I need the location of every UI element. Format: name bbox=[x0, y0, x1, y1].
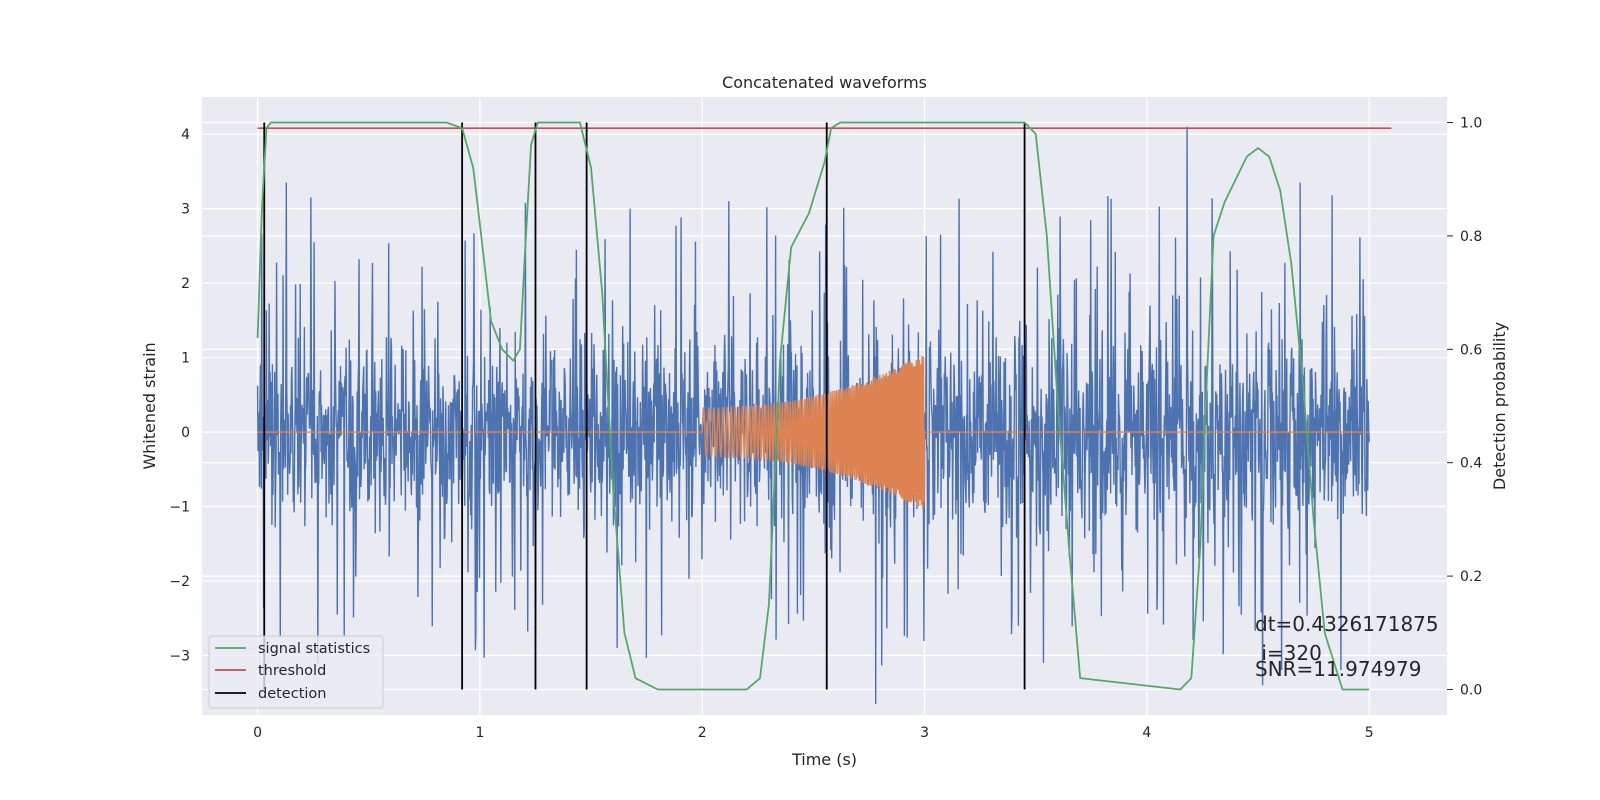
legend-label-threshold: threshold bbox=[258, 663, 326, 679]
x-tick-label: 4 bbox=[1142, 725, 1151, 741]
annotation-snr: SNR=11.974979 bbox=[1255, 657, 1421, 681]
y2-tick-label: 0.6 bbox=[1460, 342, 1482, 358]
legend-label-signal-statistics: signal statistics bbox=[258, 641, 370, 657]
signal-statistics-line bbox=[256, 121, 1370, 691]
y2-axis-label: Detection probability bbox=[1490, 322, 1509, 490]
y2-tick-label: 0.8 bbox=[1460, 229, 1482, 245]
line-layer bbox=[256, 121, 1392, 691]
y-tick-label: 3 bbox=[181, 202, 190, 218]
chart-title: Concatenated waveforms bbox=[722, 73, 927, 92]
y-tick-label: 2 bbox=[181, 276, 190, 292]
annotation-i: i=320 bbox=[1255, 641, 1322, 665]
legend: signal statistics threshold detection bbox=[208, 635, 384, 709]
y-tick-label: 1 bbox=[181, 351, 190, 367]
legend-box bbox=[208, 635, 384, 709]
y-tick-label: −3 bbox=[169, 648, 190, 664]
injected-waveform-line bbox=[257, 355, 1370, 510]
y2-tick-label: 0.4 bbox=[1460, 456, 1482, 472]
annotation-dt: dt=0.4326171875 bbox=[1255, 612, 1439, 636]
y-axis-label: Whitened strain bbox=[140, 342, 159, 469]
x-tick-label: 5 bbox=[1365, 725, 1374, 741]
y2-tick-label: 0.2 bbox=[1460, 569, 1482, 585]
x-tick-label: 3 bbox=[920, 725, 929, 741]
x-axis-label: Time (s) bbox=[791, 750, 857, 769]
y-tick-label: 4 bbox=[181, 127, 190, 143]
y2-tick-label: 1.0 bbox=[1460, 116, 1482, 132]
y-tick-label: 0 bbox=[181, 425, 190, 441]
x-tick-label: 2 bbox=[698, 725, 707, 741]
y-tick-label: −2 bbox=[169, 574, 190, 590]
y-tick-label: −1 bbox=[169, 500, 190, 516]
legend-label-detection: detection bbox=[258, 686, 326, 702]
x-tick-label: 0 bbox=[253, 725, 262, 741]
ticks: 0 1 2 3 4 5 −3 −2 −1 0 1 2 3 4 0.0 0.2 0.4 0.6 0.8 1.0 bbox=[169, 116, 1482, 741]
x-tick-label: 1 bbox=[475, 725, 484, 741]
y2-tick-label: 0.0 bbox=[1460, 682, 1482, 698]
